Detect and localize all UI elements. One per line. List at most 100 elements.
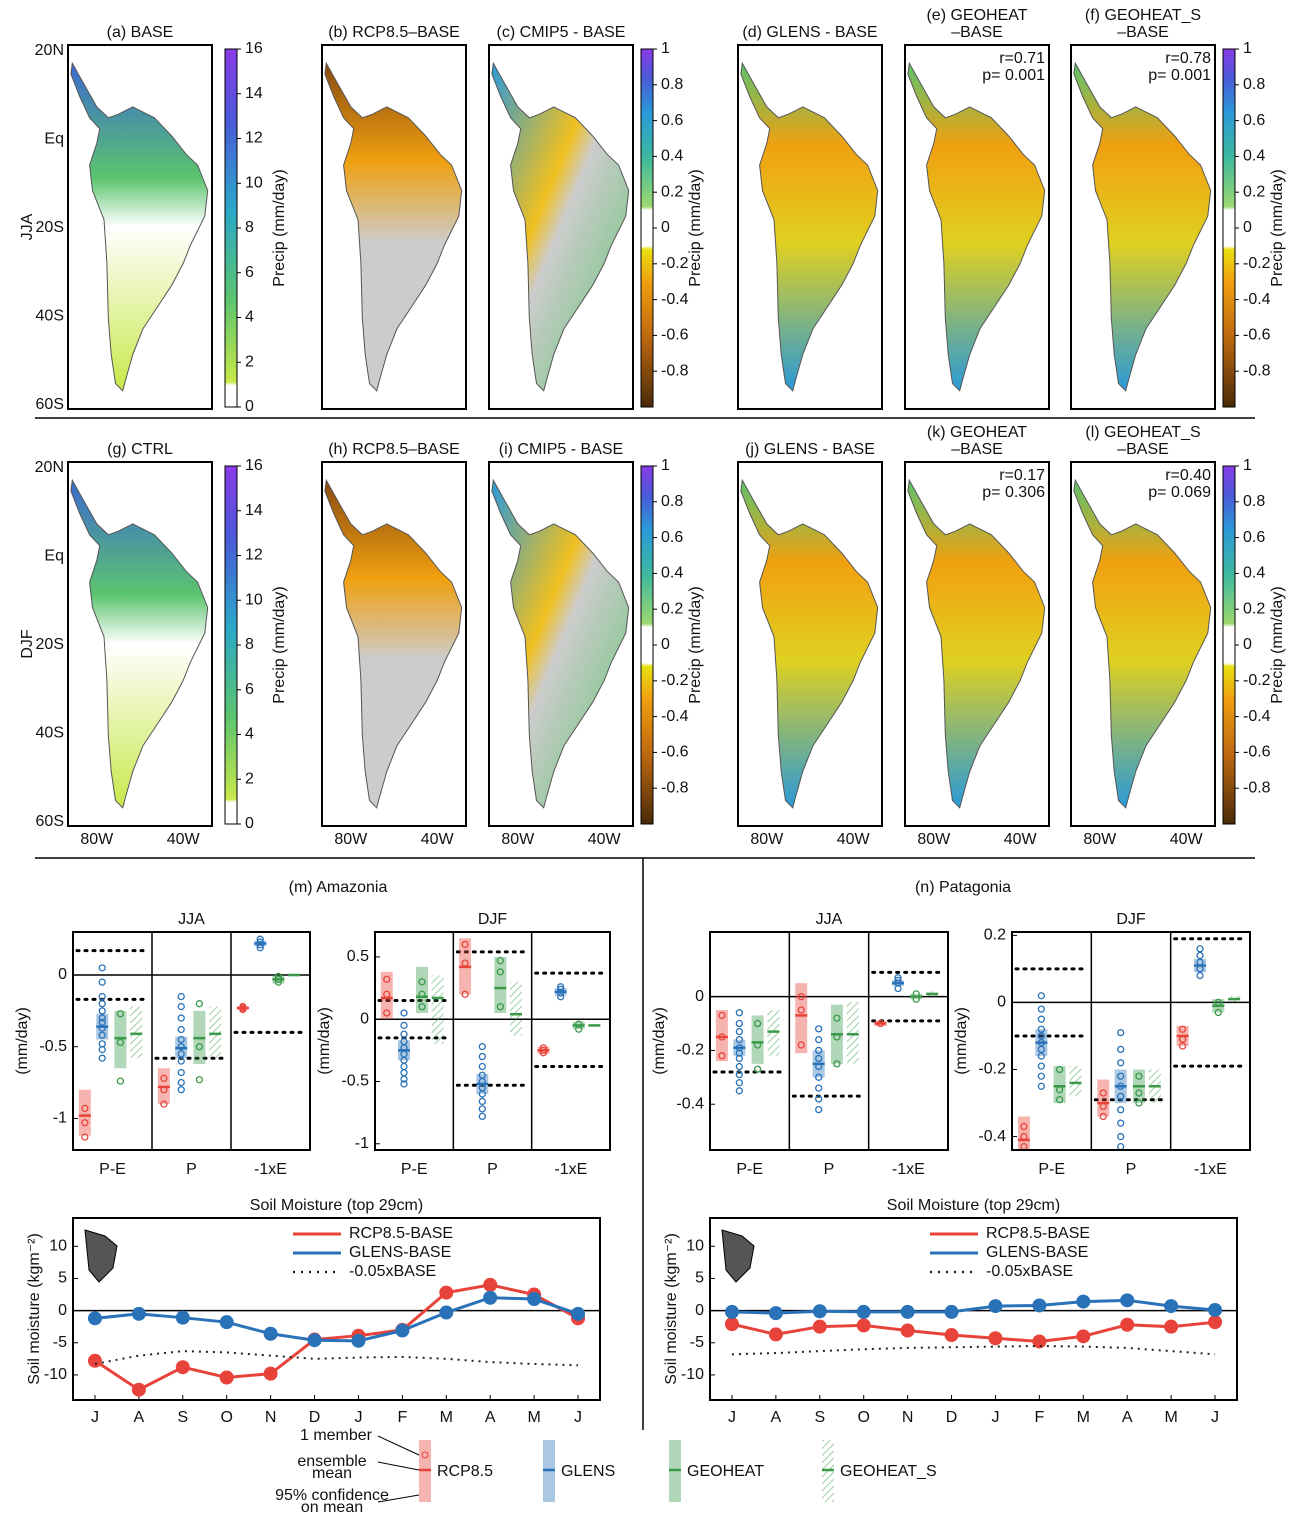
legend-label: RCP8.5-BASE xyxy=(986,1225,1090,1242)
member xyxy=(274,975,283,983)
y-axis-label: (mm/day) xyxy=(14,1007,31,1075)
member xyxy=(1117,1059,1125,1067)
y-axis-label: (mm/day) xyxy=(651,1007,668,1075)
x-tick-label: P xyxy=(186,1161,197,1178)
p-value: p= 0.001 xyxy=(982,67,1045,84)
colorbar-tick-label: 0.2 xyxy=(661,600,683,617)
colorbar-tick-label: 0.6 xyxy=(1243,529,1265,546)
colorbar-tick-label: -0.6 xyxy=(661,744,689,761)
colorbar-tick-label: -0.6 xyxy=(1243,327,1271,344)
marker xyxy=(131,1382,146,1397)
colorbar-tick-label: 0 xyxy=(245,815,254,832)
x-tick-label: N xyxy=(902,1409,914,1426)
colorbar-tick-label: 0.8 xyxy=(1243,76,1265,93)
member xyxy=(539,1044,548,1052)
map-land xyxy=(1073,478,1212,809)
confidence-bar xyxy=(431,975,444,1045)
member xyxy=(797,1006,805,1014)
plot-frame xyxy=(1011,931,1251,1151)
member xyxy=(815,1095,823,1103)
member xyxy=(735,1070,744,1079)
marker xyxy=(87,1353,102,1368)
colorbar-tick-label: 2 xyxy=(245,353,254,370)
colorbar-tick-label: 6 xyxy=(245,681,254,698)
chart-title: JJA xyxy=(816,911,843,928)
member xyxy=(557,983,565,991)
member xyxy=(1037,1039,1046,1047)
colorbar-tick-label: 0 xyxy=(1243,636,1252,653)
marker xyxy=(900,1323,915,1338)
confidence-bar xyxy=(209,1006,222,1059)
colorbar-tick-label: -0.2 xyxy=(661,672,689,689)
map-land xyxy=(1073,61,1212,392)
member xyxy=(256,935,264,943)
member xyxy=(1135,1099,1143,1107)
colorbar-tick-label: -0.8 xyxy=(1243,779,1271,796)
member xyxy=(461,990,469,998)
marker xyxy=(175,1310,190,1325)
lon-label: 40W xyxy=(588,831,622,848)
member xyxy=(1117,1119,1125,1127)
member xyxy=(478,1062,486,1071)
map-land xyxy=(70,61,209,392)
member xyxy=(833,1014,841,1022)
member xyxy=(894,974,902,982)
series-line xyxy=(731,1320,1216,1343)
x-tick-label: A xyxy=(134,1409,145,1426)
y-tick-label: 0 xyxy=(360,1010,369,1027)
colorbar-tick-label: 0 xyxy=(245,398,254,415)
group-title: (n) Patagonia xyxy=(915,879,1011,896)
legend-label: GEOHEAT xyxy=(687,1463,764,1480)
map-title: (c) CMIP5 - BASE xyxy=(497,24,626,41)
colorbar-tick-label: 0.8 xyxy=(1243,493,1265,510)
colorbar-tick-label: 4 xyxy=(245,726,254,743)
lon-label: 80W xyxy=(334,831,368,848)
colorbar-label: Precip (mm/day) xyxy=(271,169,288,286)
map-frame xyxy=(488,461,634,827)
colorbar-label: Precip (mm/day) xyxy=(687,169,704,286)
confidence-bar xyxy=(510,981,522,1036)
correlation: r=0.17 xyxy=(999,467,1045,484)
colorbar-tick-label: 0.4 xyxy=(1243,565,1265,582)
x-tick-label: A xyxy=(771,1409,782,1426)
colorbar-tick-label: 14 xyxy=(245,85,263,102)
member xyxy=(496,1003,504,1011)
lat-label: 40S xyxy=(36,308,64,325)
colorbar-tick-label: 0 xyxy=(1243,219,1252,236)
marker xyxy=(571,1306,586,1321)
x-tick-label: D xyxy=(309,1409,321,1426)
map-title: (b) RCP8.5–BASE xyxy=(328,24,460,41)
member xyxy=(177,1043,185,1051)
x-tick-label: F xyxy=(397,1409,407,1426)
y-tick-label: 5 xyxy=(58,1270,67,1287)
marker xyxy=(131,1306,146,1321)
x-tick-label: P-E xyxy=(1038,1161,1065,1178)
confidence-bar xyxy=(380,971,393,1020)
legend-label: GLENS-BASE xyxy=(349,1244,451,1261)
member xyxy=(833,1033,841,1041)
map-title: (j) GLENS - BASE xyxy=(745,441,875,458)
member xyxy=(1037,992,1046,1000)
legend-note: mean xyxy=(312,1465,352,1482)
lon-label: 80W xyxy=(750,831,784,848)
confidence-bar xyxy=(78,1089,91,1136)
leader-line xyxy=(377,1461,420,1471)
member xyxy=(1117,1142,1125,1151)
marker xyxy=(768,1327,783,1342)
member xyxy=(1135,1089,1143,1097)
marker xyxy=(439,1305,454,1320)
map-title: (l) GEOHEAT_S xyxy=(1085,424,1200,441)
colorbar-tick-label: -0.8 xyxy=(1243,362,1271,379)
legend-note: ensemble xyxy=(297,1453,366,1470)
plot-frame xyxy=(709,1217,1238,1401)
member xyxy=(1178,1035,1187,1043)
member xyxy=(815,1025,823,1033)
colorbar-tick-label: 8 xyxy=(245,219,254,236)
colorbar-tick-label: 1 xyxy=(1243,457,1252,474)
colorbar xyxy=(224,48,238,408)
marker xyxy=(87,1311,102,1326)
legend-label: -0.05xBASE xyxy=(349,1263,436,1280)
x-tick-label: A xyxy=(485,1409,496,1426)
member xyxy=(735,1036,744,1044)
member xyxy=(400,1021,408,1030)
